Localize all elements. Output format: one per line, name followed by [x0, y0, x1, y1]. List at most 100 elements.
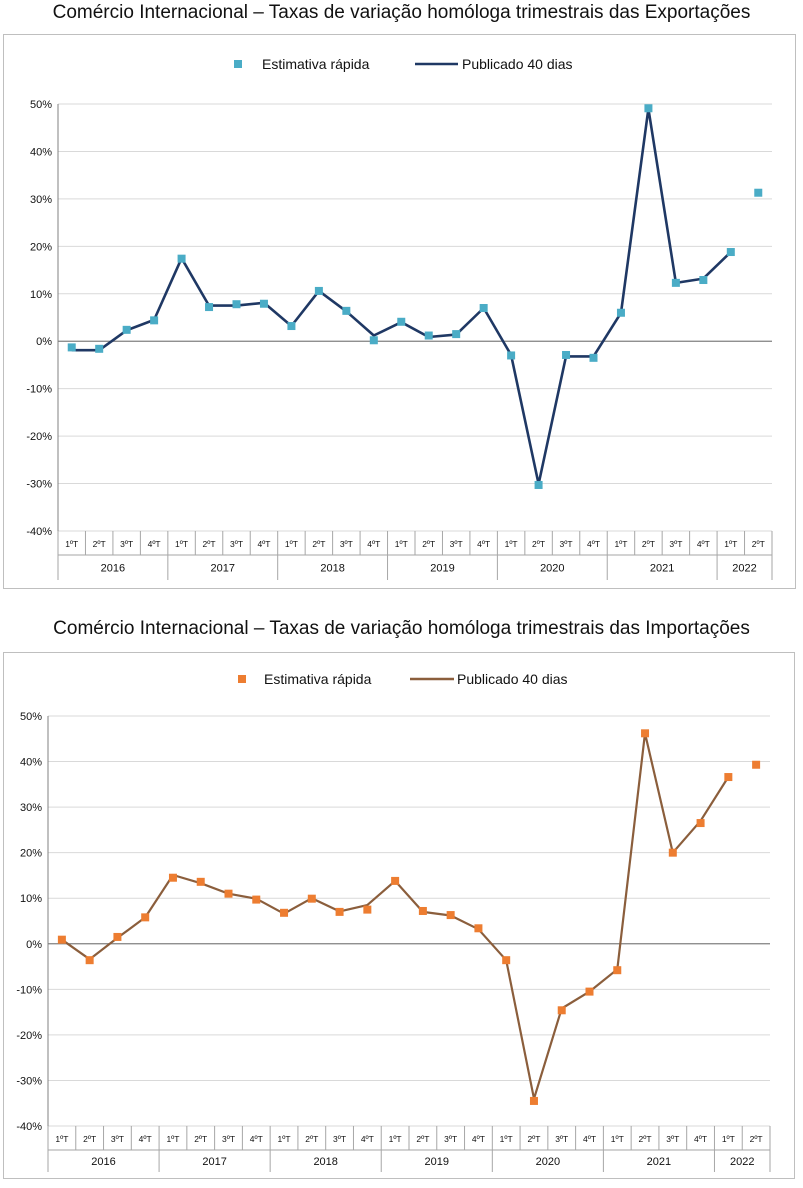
exports-estimate-marker [122, 325, 131, 334]
exports-year-label: 2022 [732, 563, 756, 575]
imports-category-label: 4ºT [361, 1134, 374, 1144]
imports-estimate-marker [724, 773, 733, 782]
imports-category-label: 4ºT [694, 1134, 707, 1144]
exports-estimate-marker [67, 343, 76, 352]
imports-y-tick-label: -40% [16, 1121, 42, 1133]
exports-category-label: 1ºT [175, 539, 188, 549]
imports-year-label: 2016 [91, 1156, 115, 1168]
imports-estimate-marker [252, 895, 261, 904]
imports-estimate-marker [668, 848, 677, 857]
imports-estimate-marker [113, 932, 122, 941]
exports-category-label: 4ºT [697, 539, 710, 549]
exports-estimate-marker [452, 330, 461, 339]
imports-estimate-marker [752, 760, 761, 769]
imports-category-label: 1ºT [722, 1134, 735, 1144]
exports-category-label: 3ºT [340, 539, 353, 549]
exports-category-label: 3ºT [560, 539, 573, 549]
imports-category-label: 1ºT [278, 1134, 291, 1144]
exports-estimate-marker [562, 350, 571, 359]
imports-chart-frame [3, 652, 795, 1179]
exports-category-label: 3ºT [120, 539, 133, 549]
exports-y-tick-label: -30% [26, 479, 52, 491]
exports-category-label: 4ºT [587, 539, 600, 549]
exports-category-label: 2ºT [532, 539, 545, 549]
imports-category-label: 3ºT [666, 1134, 679, 1144]
exports-estimate-marker [424, 331, 433, 340]
imports-category-label: 2ºT [527, 1134, 540, 1144]
imports-y-tick-label: 10% [20, 893, 42, 905]
imports-y-tick-label: 0% [26, 939, 42, 951]
imports-category-label: 2ºT [83, 1134, 96, 1144]
imports-published-line [61, 732, 730, 1100]
exports-legend-estimate-marker [234, 60, 242, 68]
exports-category-label: 4ºT [257, 539, 270, 549]
imports-category-label: 2ºT [750, 1134, 763, 1144]
imports-category-label: 1ºT [55, 1134, 68, 1144]
exports-estimate-marker [616, 308, 625, 317]
exports-category-label: 1ºT [285, 539, 298, 549]
imports-estimate-marker [391, 876, 400, 885]
exports-category-label: 2ºT [422, 539, 435, 549]
imports-year-label: 2022 [730, 1156, 754, 1168]
imports-y-tick-label: 20% [20, 848, 42, 860]
exports-y-tick-label: -40% [26, 526, 52, 538]
imports-estimate-marker [474, 924, 483, 933]
exports-y-tick-label: 40% [30, 146, 52, 158]
imports-category-label: 3ºT [111, 1134, 124, 1144]
imports-estimate-marker [141, 913, 150, 922]
imports-estimate-marker [418, 906, 427, 915]
imports-legend-estimate-label: Estimativa rápida [264, 671, 372, 687]
imports-estimate-marker [696, 819, 705, 828]
exports-estimate-marker [479, 304, 488, 313]
exports-chart-title: Comércio Internacional – Taxas de variaç… [52, 2, 751, 23]
imports-year-label: 2021 [647, 1156, 671, 1168]
exports-estimate-marker [726, 248, 735, 257]
exports-category-label: 4ºT [477, 539, 490, 549]
exports-legend-published-label: Publicado 40 dias [462, 56, 573, 72]
exports-chart-frame [3, 34, 796, 589]
exports-estimate-marker [644, 104, 653, 113]
exports-estimate-marker [177, 254, 186, 263]
imports-estimate-marker [613, 966, 622, 975]
imports-estimate-marker [85, 956, 94, 965]
imports-y-tick-label: -10% [16, 984, 42, 996]
exports-estimate-marker [259, 299, 268, 308]
exports-y-tick-label: -20% [26, 431, 52, 443]
imports-category-label: 2ºT [194, 1134, 207, 1144]
exports-y-tick-label: 50% [30, 99, 52, 111]
exports-estimate-marker [150, 316, 159, 325]
imports-estimate-marker [363, 905, 372, 914]
imports-category-label: 2ºT [639, 1134, 652, 1144]
imports-estimate-marker [224, 889, 233, 898]
exports-category-label: 2ºT [642, 539, 655, 549]
exports-estimate-marker [287, 322, 296, 331]
imports-category-label: 1ºT [389, 1134, 402, 1144]
exports-category-label: 1ºT [505, 539, 518, 549]
exports-year-label: 2019 [430, 563, 454, 575]
imports-year-label: 2018 [313, 1156, 337, 1168]
exports-category-label: 4ºT [148, 539, 161, 549]
imports-y-tick-label: 30% [20, 802, 42, 814]
imports-category-label: 1ºT [500, 1134, 513, 1144]
imports-estimate-marker [280, 908, 289, 917]
exports-category-label: 1ºT [724, 539, 737, 549]
exports-category-label: 3ºT [669, 539, 682, 549]
exports-category-label: 1ºT [614, 539, 627, 549]
imports-category-label: 3ºT [555, 1134, 568, 1144]
exports-category-label: 1ºT [395, 539, 408, 549]
imports-y-tick-label: -20% [16, 1030, 42, 1042]
imports-category-label: 3ºT [444, 1134, 457, 1144]
imports-category-label: 4ºT [583, 1134, 596, 1144]
exports-category-label: 3ºT [230, 539, 243, 549]
imports-year-label: 2017 [202, 1156, 226, 1168]
imports-legend-estimate-marker [238, 675, 246, 683]
imports-estimate-marker [446, 911, 455, 920]
exports-year-label: 2020 [540, 563, 564, 575]
imports-year-label: 2019 [425, 1156, 449, 1168]
imports-chart-title: Comércio Internacional – Taxas de variaç… [53, 618, 750, 639]
exports-estimate-marker [534, 480, 543, 489]
imports-estimate-marker [641, 729, 650, 738]
exports-y-tick-label: 0% [36, 336, 52, 348]
exports-year-label: 2016 [101, 563, 125, 575]
imports-category-label: 3ºT [333, 1134, 346, 1144]
